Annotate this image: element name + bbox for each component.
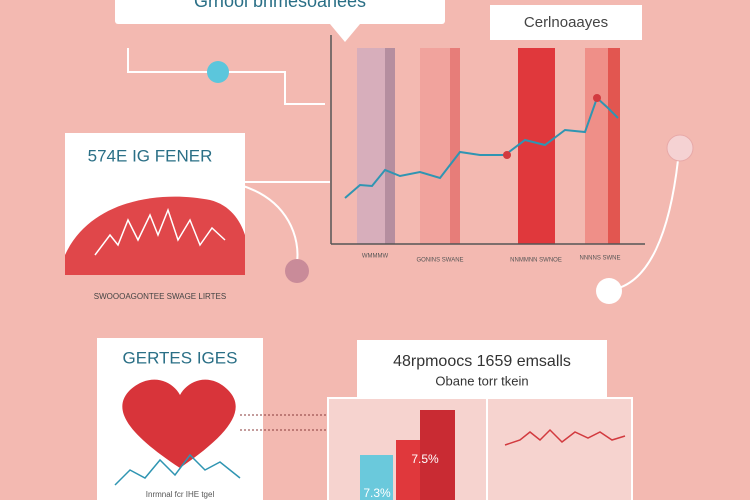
- bar-stripe: [450, 48, 460, 244]
- bar-label: GONINS SWANE: [416, 258, 463, 264]
- bar-stripe: [385, 48, 395, 244]
- dot: [666, 134, 694, 162]
- bar: [420, 410, 455, 500]
- area: [65, 196, 245, 275]
- bar: [518, 48, 555, 244]
- dot: [596, 278, 622, 304]
- header-pointer: [330, 24, 360, 42]
- bar-label: NNNNS SWNE: [579, 256, 620, 262]
- panel-title: 574E IG FENER: [88, 146, 213, 165]
- heart: [122, 379, 236, 468]
- header-title: Grnool bhmesoanees: [194, 0, 366, 11]
- title-box: [357, 340, 607, 397]
- chart-subtitle: Obane torr tkein: [435, 373, 528, 388]
- point: [593, 94, 601, 102]
- pulse: [114, 453, 241, 486]
- bar-label: 7.3%: [363, 486, 391, 500]
- bar-label: WMMMW: [362, 254, 389, 260]
- point: [503, 151, 511, 159]
- trend-line: [504, 428, 626, 446]
- label-box: [490, 5, 642, 40]
- top-chart: WMMMW GONINS SWANE NNMMNN SWNOE NNNNS SW…: [330, 35, 645, 264]
- panel-title: GERTES IGES: [123, 348, 238, 367]
- panel-caption: Inrmnal fcr IHE tgel: [146, 490, 215, 499]
- chart-title: 48rpmoocs 1659 emsalls: [393, 353, 571, 370]
- chart-label: Cerlnoaayes: [524, 14, 608, 31]
- bar-stripe: [608, 48, 620, 244]
- panel-caption: SWOOOAGONTEE SWAGE LIRTES: [94, 292, 226, 301]
- bar: [360, 455, 393, 500]
- trend-line: [344, 96, 619, 199]
- wave: [94, 207, 226, 256]
- bar-label: NNMMNN SWNOE: [510, 258, 562, 264]
- dot: [285, 259, 309, 283]
- dot: [207, 61, 229, 83]
- bar-label: 7.5%: [411, 452, 439, 466]
- header-box: [115, 0, 445, 24]
